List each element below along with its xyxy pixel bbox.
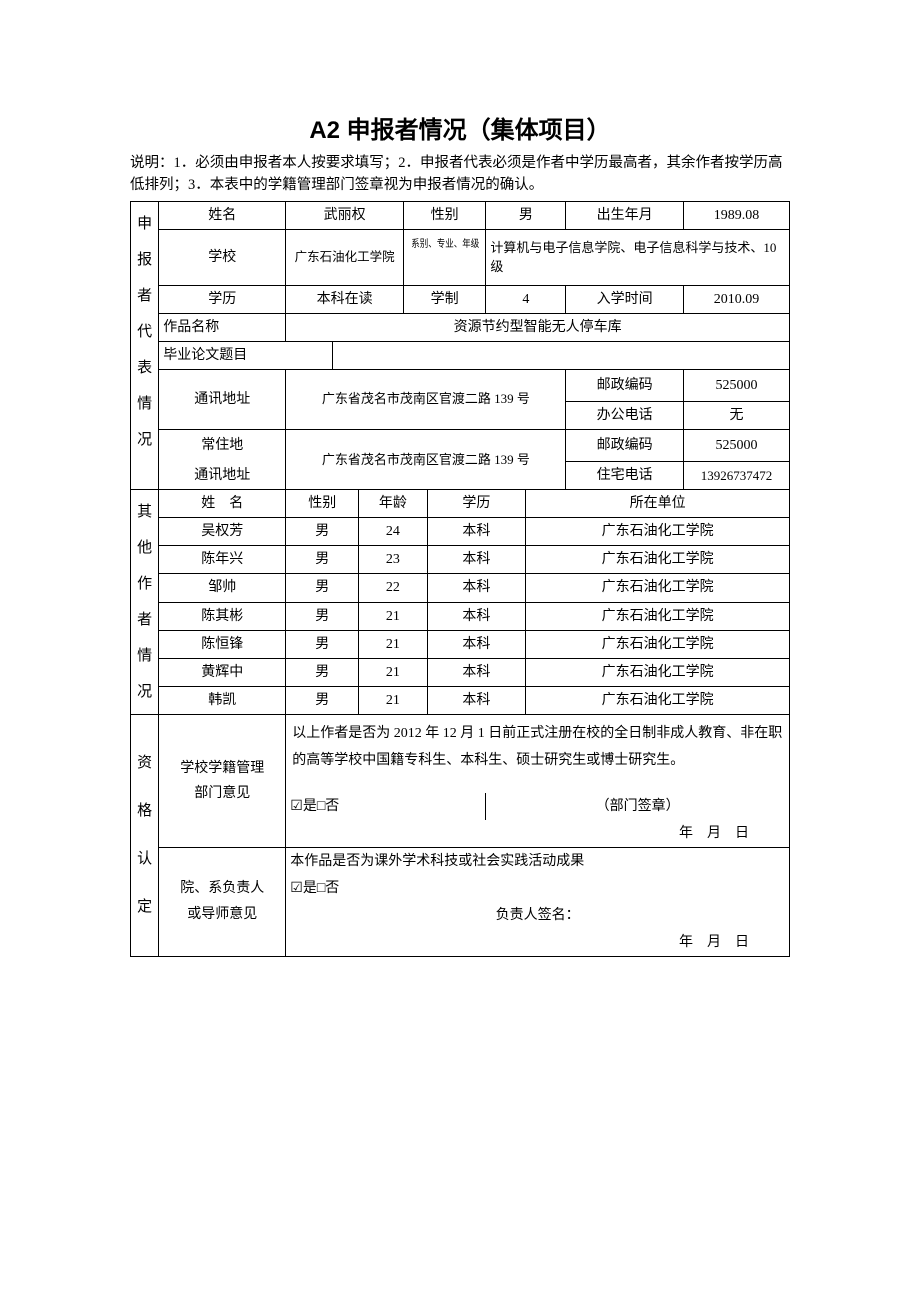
other-row: 韩凯 男 21 本科 广东石油化工学院 <box>131 686 790 714</box>
label-system: 学制 <box>403 285 485 313</box>
section-qualification: 资格认定 <box>131 715 159 957</box>
header-oage: 年龄 <box>359 490 427 518</box>
value-perm-addr: 广东省茂名市茂南区官渡二路 139 号 <box>286 429 566 489</box>
school-opinion-text: 以上作者是否为 2012 年 12 月 1 日前正式注册在校的全日制非成人教育、… <box>286 715 790 793</box>
section-applicant-rep: 申报者代表情况 <box>131 201 159 462</box>
label-gender: 性别 <box>403 201 485 229</box>
label-school: 学校 <box>159 229 286 285</box>
value-system: 4 <box>486 285 566 313</box>
label-perm-addr2: 通讯地址 <box>159 462 286 490</box>
dept-opinion-text: 本作品是否为课外学术科技或社会实践活动成果 <box>286 847 790 875</box>
other-row: 黄辉中 男 21 本科 广东石油化工学院 <box>131 658 790 686</box>
other-row: 陈其彬 男 21 本科 广东石油化工学院 <box>131 602 790 630</box>
label-dept-opinion: 院、系负责人 或导师意见 <box>159 847 286 956</box>
value-dept: 计算机与电子信息学院、电子信息科学与技术、10 级 <box>486 229 790 285</box>
label-office-phone: 办公电话 <box>566 401 684 429</box>
label-mail-addr: 通讯地址 <box>159 369 286 429</box>
label-postal2: 邮政编码 <box>566 429 684 461</box>
dept-yesno: ☑是□否 <box>286 875 790 902</box>
section-other-authors: 其他作者情况 <box>131 490 159 715</box>
label-perm-addr1: 常住地 <box>159 429 286 461</box>
label-work-title: 作品名称 <box>159 313 286 341</box>
label-thesis: 毕业论文题目 <box>159 341 333 369</box>
label-dept-cont <box>403 259 485 285</box>
dept-seal: （部门签章） <box>486 793 790 820</box>
other-row: 陈恒锋 男 21 本科 广东石油化工学院 <box>131 630 790 658</box>
value-work-title: 资源节约型智能无人停车库 <box>286 313 790 341</box>
header-oedu: 学历 <box>427 490 526 518</box>
other-row: 陈年兴 男 23 本科 广东石油化工学院 <box>131 546 790 574</box>
section-applicant-rep-cont <box>131 462 159 490</box>
school-date: 年 月 日 <box>286 820 790 848</box>
signer-line: 负责人签名： <box>286 902 790 929</box>
label-postal1: 邮政编码 <box>566 369 684 401</box>
instructions-text: 说明：1．必须由申报者本人按要求填写；2．申报者代表必须是作者中学历最高者，其余… <box>130 153 790 197</box>
dept-date: 年 月 日 <box>286 929 790 957</box>
value-postal1: 525000 <box>684 369 790 401</box>
page-title: A2 申报者情况（集体项目） <box>130 110 790 145</box>
label-dept: 系别、专业、年级 <box>410 229 480 259</box>
label-home-phone: 住宅电话 <box>566 462 684 490</box>
value-name: 武丽权 <box>286 201 404 229</box>
header-ounit: 所在单位 <box>526 490 790 518</box>
value-office-phone: 无 <box>684 401 790 429</box>
value-thesis <box>333 341 790 369</box>
label-school-opinion: 学校学籍管理 部门意见 <box>159 715 286 848</box>
school-yesno: ☑是□否 <box>286 793 486 820</box>
value-gender: 男 <box>486 201 566 229</box>
other-row: 吴权芳 男 24 本科 广东石油化工学院 <box>131 518 790 546</box>
value-school: 广东石油化工学院 <box>286 229 404 285</box>
header-oname: 姓 名 <box>159 490 286 518</box>
value-home-phone: 13926737472 <box>684 462 790 490</box>
header-ogender: 性别 <box>286 490 359 518</box>
value-birth: 1989.08 <box>684 201 790 229</box>
value-enroll: 2010.09 <box>684 285 790 313</box>
label-name: 姓名 <box>159 201 286 229</box>
label-enroll: 入学时间 <box>566 285 684 313</box>
label-education: 学历 <box>159 285 286 313</box>
label-birth: 出生年月 <box>566 201 684 229</box>
value-mail-addr: 广东省茂名市茂南区官渡二路 139 号 <box>286 369 566 429</box>
value-postal2: 525000 <box>684 429 790 461</box>
value-education: 本科在读 <box>286 285 404 313</box>
other-row: 邹帅 男 22 本科 广东石油化工学院 <box>131 574 790 602</box>
application-table: 申报者代表情况 姓名 武丽权 性别 男 出生年月 1989.08 学校 广东石油… <box>130 201 790 957</box>
